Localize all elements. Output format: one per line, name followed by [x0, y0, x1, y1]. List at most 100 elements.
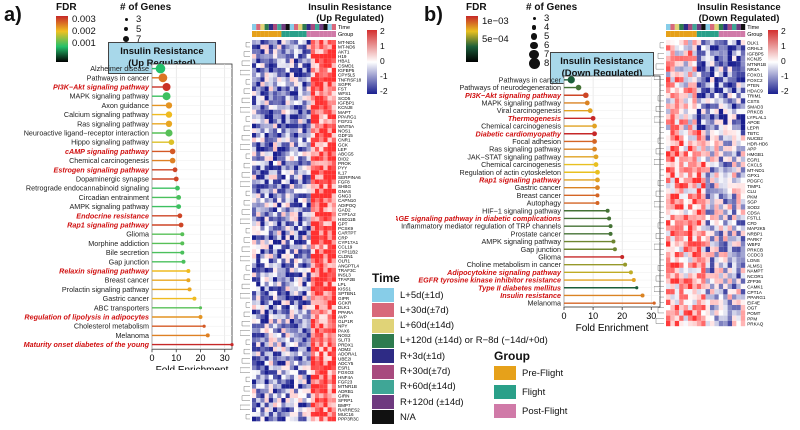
heatmap-cell: [666, 93, 671, 99]
heatmap-cell: [281, 323, 286, 329]
heatmap-cell: [323, 105, 328, 110]
heatmap-cell: [723, 267, 728, 274]
dendrogram-branch: [654, 116, 664, 123]
heatmap-cell: [285, 58, 290, 64]
heatmap-cell: [260, 58, 265, 64]
heatmap-row-label: APOE: [747, 120, 760, 125]
heatmap-cell: [727, 167, 732, 173]
category-label: PI3K−Akt signaling pathway: [53, 83, 150, 92]
heatmap-cell: [723, 230, 728, 237]
heatmap-cell: [264, 146, 269, 152]
heatmap-cell: [323, 202, 328, 208]
heatmap-row-label: ADIPOQ: [338, 203, 356, 208]
heatmap-cell: [319, 67, 324, 73]
heatmap-cell: [260, 309, 265, 315]
heatmap-cell: [688, 273, 693, 279]
heatmap-cell: [315, 72, 320, 78]
heatmap-cell: [256, 142, 261, 147]
heatmap-cell: [277, 221, 282, 226]
heatmap-cell: [701, 103, 706, 109]
heatmap-cell: [674, 315, 680, 321]
heatmap-cell: [727, 236, 732, 242]
heatmap-cell: [273, 379, 278, 385]
heatmap-cell: [310, 337, 315, 343]
heatmap-cell: [331, 272, 336, 278]
heatmap-cell: [705, 220, 710, 226]
heatmap-cell: [679, 299, 684, 305]
heatmap-cell: [701, 55, 706, 62]
heatmap-cell: [285, 281, 290, 287]
heatmap-cell: [260, 165, 265, 171]
heatmap-cell: [323, 184, 328, 189]
heatmap-cell: [714, 156, 719, 162]
heatmap-cell: [688, 114, 693, 120]
heatmap-cell: [736, 225, 741, 231]
heatmap-cell: [740, 273, 746, 279]
heatmap-cell: [294, 105, 299, 110]
heatmap-cell: [289, 119, 294, 124]
heatmap-cell: [281, 95, 286, 101]
heatmap-cell: [256, 351, 261, 357]
heatmap-cell: [692, 320, 697, 327]
category-label: Melanoma: [115, 331, 149, 340]
heatmap-cell: [710, 77, 715, 83]
time-annotation-cell: [718, 24, 724, 30]
heatmap-cell: [310, 360, 315, 366]
heatmap-cell: [298, 365, 303, 371]
heatmap-cell: [281, 184, 286, 189]
heatmap-cell: [718, 161, 724, 168]
heatmap-cell: [323, 160, 328, 166]
heatmap-cell: [252, 337, 257, 343]
heatmap-cell: [315, 226, 320, 231]
heatmap-cell: [323, 295, 328, 301]
heatmap-cell: [289, 337, 294, 343]
heatmap-cell: [315, 114, 320, 120]
heatmap-cell: [298, 95, 303, 101]
heatmap-cell: [281, 49, 286, 54]
lollipop-point: [192, 296, 197, 301]
heatmap-cell: [705, 124, 710, 131]
heatmap-cell: [688, 214, 693, 221]
heatmap-cell: [264, 295, 269, 301]
heatmap-cell: [701, 289, 706, 295]
heatmap-cell: [294, 323, 299, 329]
group-annotation-cell: [306, 31, 311, 37]
heatmap-cell: [298, 123, 303, 129]
heatmap-cell: [285, 123, 290, 129]
heatmap-cell: [268, 230, 273, 236]
heatmap-cell: [289, 53, 294, 59]
lollipop-point: [176, 204, 182, 210]
heatmap-cell: [319, 40, 324, 45]
heatmap-row-label: EIF4E: [747, 300, 760, 305]
lollipop-point: [595, 177, 600, 183]
dendrogram-branch: [657, 222, 664, 229]
heatmap-cell: [319, 119, 324, 124]
heatmap-cell: [327, 216, 332, 222]
heatmap-row-label: CYP17A1: [338, 240, 359, 245]
heatmap-cell: [696, 193, 702, 199]
heatmap-cell: [273, 398, 278, 403]
heatmap-row-label: GIRN: [338, 393, 349, 398]
heatmap-cell: [277, 81, 282, 87]
lollipop-point: [593, 162, 599, 167]
heatmap-cell: [298, 239, 303, 245]
heatmap-cell: [264, 81, 269, 87]
category-label: Dopaminergic synapse: [76, 175, 149, 184]
heatmap-cell: [315, 212, 320, 217]
heatmap-cell: [252, 188, 257, 194]
heatmap-cell: [718, 108, 724, 115]
heatmap-cell: [331, 314, 336, 319]
lollipop-point: [640, 293, 645, 298]
legend-item: R+120d (±14d): [372, 395, 464, 410]
heatmap-cell: [679, 167, 684, 173]
heatmap-cell: [294, 95, 299, 101]
heatmap-cell: [670, 114, 675, 120]
heatmap-cell: [327, 249, 332, 254]
heatmap-cell: [273, 221, 278, 226]
heatmap-cell: [692, 130, 697, 136]
heatmap-cell: [315, 207, 320, 213]
heatmap-cell: [302, 239, 307, 245]
heatmap-cell: [302, 356, 307, 361]
heatmap-cell: [688, 241, 693, 247]
